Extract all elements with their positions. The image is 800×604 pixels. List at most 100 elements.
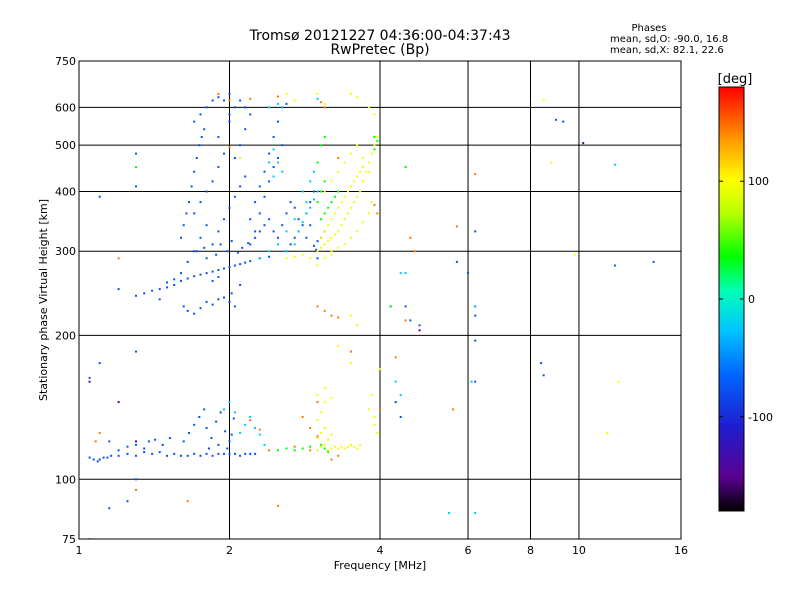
- data-point-series-0: [143, 292, 146, 295]
- data-point-series-0: [285, 102, 288, 105]
- data-point-series-4: [98, 432, 101, 434]
- data-point-series-2: [404, 166, 407, 168]
- data-point-series-0: [158, 288, 161, 291]
- data-point-series-4: [217, 92, 220, 95]
- data-point-series-4: [414, 250, 416, 253]
- data-point-series-0: [542, 374, 545, 377]
- data-point-series-4: [277, 95, 279, 98]
- data-point-series-1: [258, 433, 261, 436]
- data-point-series-3: [376, 432, 379, 434]
- data-point-series-3: [323, 257, 326, 260]
- data-point-series-1: [301, 221, 304, 224]
- data-point-series-0: [474, 339, 477, 342]
- data-point-series-2: [323, 136, 326, 138]
- data-point-series-2: [293, 449, 296, 452]
- data-point-series-3: [356, 195, 359, 198]
- data-point-series-0: [228, 266, 231, 268]
- data-point-series-4: [316, 305, 319, 308]
- data-point-series-3: [370, 394, 373, 397]
- data-point-series-3: [350, 362, 352, 365]
- data-point-series-3: [330, 396, 333, 399]
- data-point-series-1: [293, 218, 296, 221]
- data-point-series-0: [166, 281, 168, 284]
- data-point-series-4: [330, 314, 333, 317]
- data-point-series-1: [394, 380, 397, 383]
- data-point-series-1: [301, 190, 304, 193]
- data-point-series-0: [223, 296, 225, 299]
- data-point-series-4: [117, 257, 120, 260]
- data-point-series-0: [135, 294, 137, 297]
- data-point-series-1: [293, 243, 296, 246]
- data-point-series-1: [474, 512, 477, 514]
- data-point-series-0: [198, 144, 201, 147]
- data-point-series-1: [312, 198, 315, 201]
- data-point-series-4: [474, 173, 477, 176]
- data-point-series-3: [370, 152, 373, 155]
- data-point-series-0: [258, 185, 261, 188]
- data-point-series-3: [343, 218, 346, 221]
- data-point-series-0: [199, 201, 202, 204]
- data-point-series-0: [143, 451, 146, 454]
- colorbar-tick-label: 100: [748, 175, 769, 188]
- data-point-series-1: [285, 250, 288, 253]
- data-point-series-0: [237, 251, 239, 254]
- data-point-series-4: [186, 500, 189, 503]
- data-point-series-0: [301, 224, 304, 227]
- data-point-series-0: [230, 433, 233, 436]
- data-point-series-0: [110, 454, 113, 457]
- data-point-series-1: [272, 175, 275, 178]
- data-point-series-4: [316, 401, 319, 404]
- data-point-series-0: [193, 452, 196, 455]
- data-point-series-5: [88, 380, 91, 383]
- data-point-series-0: [200, 136, 203, 138]
- data-point-series-0: [205, 106, 208, 109]
- data-point-series-0: [263, 195, 266, 198]
- data-point-series-4: [337, 454, 340, 457]
- data-point-series-4: [309, 427, 312, 429]
- data-point-series-0: [180, 236, 182, 239]
- data-point-series-4: [323, 106, 326, 109]
- data-point-series-3: [367, 170, 370, 173]
- data-point-series-0: [182, 440, 185, 443]
- data-point-series-0: [223, 152, 225, 155]
- data-point-series-0: [293, 236, 296, 239]
- data-point-series-0: [102, 456, 105, 459]
- data-point-series-0: [474, 230, 477, 233]
- data-point-series-3: [362, 221, 365, 224]
- data-point-series-0: [185, 212, 188, 215]
- data-point-series-0: [309, 201, 312, 204]
- data-point-series-0: [226, 447, 229, 450]
- data-point-series-3: [316, 92, 319, 95]
- data-point-series-0: [239, 185, 242, 188]
- data-point-series-0: [182, 224, 185, 227]
- data-point-series-1: [470, 380, 473, 383]
- data-point-series-0: [228, 452, 231, 455]
- data-point-series-0: [173, 452, 176, 455]
- data-point-series-2: [333, 195, 336, 198]
- data-point-series-0: [211, 303, 214, 306]
- data-point-series-3: [327, 438, 330, 441]
- data-point-series-0: [228, 113, 231, 116]
- axis-ticks-layer: 1 2 4 6 8 10 16 75 100 200 300 400 500 600 750: [55, 55, 688, 557]
- data-point-series-0: [98, 195, 101, 198]
- data-point-series-0: [254, 201, 257, 204]
- data-point-series-1: [474, 305, 477, 308]
- data-point-series-1: [268, 161, 271, 164]
- data-point-series-0: [418, 324, 421, 327]
- data-point-series-2: [373, 148, 376, 151]
- data-point-series-3: [350, 236, 352, 239]
- data-point-series-0: [219, 243, 222, 246]
- data-point-series-0: [394, 401, 397, 404]
- stats-title: Phases: [631, 23, 666, 34]
- data-point-series-0: [230, 292, 233, 295]
- data-point-series-0: [193, 212, 196, 215]
- data-point-series-3: [350, 152, 352, 155]
- data-point-series-1: [305, 212, 308, 215]
- data-point-series-0: [199, 273, 202, 276]
- data-point-series-2: [316, 201, 319, 204]
- data-point-series-0: [211, 279, 214, 282]
- data-point-series-4: [404, 319, 407, 322]
- x-tick-label: 1: [76, 544, 83, 557]
- data-point-series-2: [323, 447, 326, 450]
- data-point-series-4: [320, 101, 323, 104]
